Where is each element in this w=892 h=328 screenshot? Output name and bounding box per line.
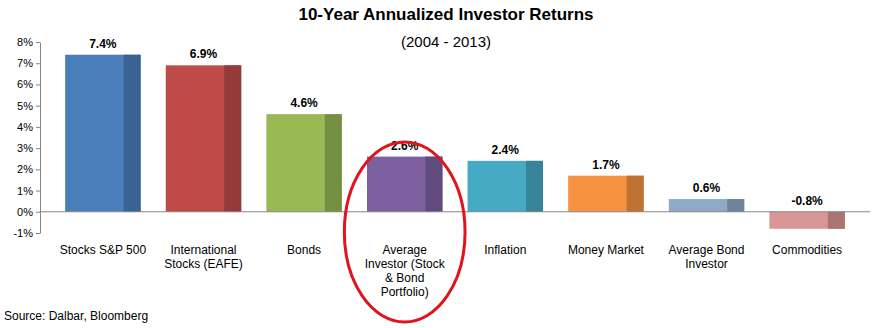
bar	[769, 212, 844, 229]
highlight-ellipse	[344, 142, 465, 322]
bar	[367, 157, 442, 212]
tick-label-line: Average Bond	[669, 243, 745, 257]
bar	[468, 161, 543, 212]
tick-mark	[36, 212, 40, 213]
bar	[166, 65, 241, 211]
tick-label: Average BondInvestor	[669, 243, 745, 271]
tick-label: Commodities	[772, 243, 842, 257]
tick-label: 0%	[17, 206, 33, 218]
bar-side	[224, 65, 241, 211]
tick-mark	[36, 191, 40, 192]
bar-side	[727, 199, 744, 212]
tick: 3%	[17, 142, 40, 154]
tick-mark	[36, 169, 40, 170]
tick-label: Inflation	[484, 243, 526, 257]
tick-mark	[36, 233, 40, 234]
tick-label: 4%	[17, 121, 33, 133]
tick-mark	[36, 42, 40, 43]
tick-label-line: Bonds	[287, 243, 321, 257]
tick-label: AverageInvestor (Stock& BondPortfolio)	[365, 243, 446, 299]
data-label: 4.6%	[290, 96, 318, 110]
tick-label-line: Investor (Stock	[365, 257, 446, 271]
tick-label-line: International	[170, 243, 236, 257]
bar	[669, 199, 744, 212]
tick-label: 1%	[17, 185, 33, 197]
tick-label-line: Money Market	[568, 243, 645, 257]
bar	[65, 55, 140, 212]
tick: 8%	[17, 36, 40, 48]
tick-label-line: Commodities	[772, 243, 842, 257]
tick-label-line: Inflation	[484, 243, 526, 257]
y-axis: -1% 0% 1% 2% 3% 4% 5% 6% 7% 8%	[13, 36, 40, 239]
tick-mark	[36, 106, 40, 107]
tick-label-line: Portfolio)	[381, 285, 429, 299]
tick-label: 7%	[17, 57, 33, 69]
bar	[568, 176, 643, 212]
data-label: 7.4%	[89, 37, 117, 51]
tick-label-line: Investor	[685, 257, 728, 271]
data-label: 1.7%	[592, 158, 620, 172]
tick-mark	[36, 84, 40, 85]
source: Source: Dalbar, Bloomberg	[4, 309, 148, 323]
tick-label: Money Market	[568, 243, 645, 257]
tick-label: 2%	[17, 163, 33, 175]
tick-label-line: & Bond	[385, 271, 424, 285]
tick-label: 8%	[17, 36, 33, 48]
tick-label-line: Average	[382, 243, 427, 257]
data-label: 2.4%	[492, 143, 520, 157]
axis-line	[40, 43, 41, 234]
tick: 2%	[17, 163, 40, 175]
bar-side	[124, 55, 141, 212]
tick: -1%	[13, 227, 40, 239]
bar	[266, 114, 341, 212]
tick: 7%	[17, 57, 40, 69]
data-label: 0.6%	[693, 181, 721, 195]
tick-label: InternationalStocks (EAFE)	[164, 243, 243, 271]
tick: 4%	[17, 121, 40, 133]
data-label: 6.9%	[190, 47, 218, 61]
bar-side	[627, 176, 644, 212]
title: 10-Year Annualized Investor Returns	[298, 5, 593, 24]
bar-side	[325, 114, 342, 212]
data-label: -0.8%	[791, 194, 823, 208]
tick-label: Stocks S&P 500	[60, 243, 147, 257]
bars	[65, 55, 845, 229]
tick: 0%	[17, 206, 40, 218]
tick-mark	[36, 127, 40, 128]
tick: 1%	[17, 185, 40, 197]
tick-label: 5%	[17, 100, 33, 112]
tick-mark	[36, 63, 40, 64]
tick: 6%	[17, 78, 40, 90]
chart: 10-Year Annualized Investor Returns (2004…	[0, 0, 892, 328]
bar-side	[526, 161, 543, 212]
tick-label: -1%	[13, 227, 33, 239]
tick-label-line: Stocks S&P 500	[60, 243, 147, 257]
tick: 5%	[17, 100, 40, 112]
bar-side	[828, 212, 845, 229]
bar-side	[425, 157, 442, 212]
zero-line	[40, 211, 870, 212]
tick-label-line: Stocks (EAFE)	[164, 257, 243, 271]
tick-label: 6%	[17, 78, 33, 90]
tick-label: Bonds	[287, 243, 321, 257]
subtitle: (2004 - 2013)	[401, 33, 491, 50]
tick-mark	[36, 148, 40, 149]
tick-label: 3%	[17, 142, 33, 154]
